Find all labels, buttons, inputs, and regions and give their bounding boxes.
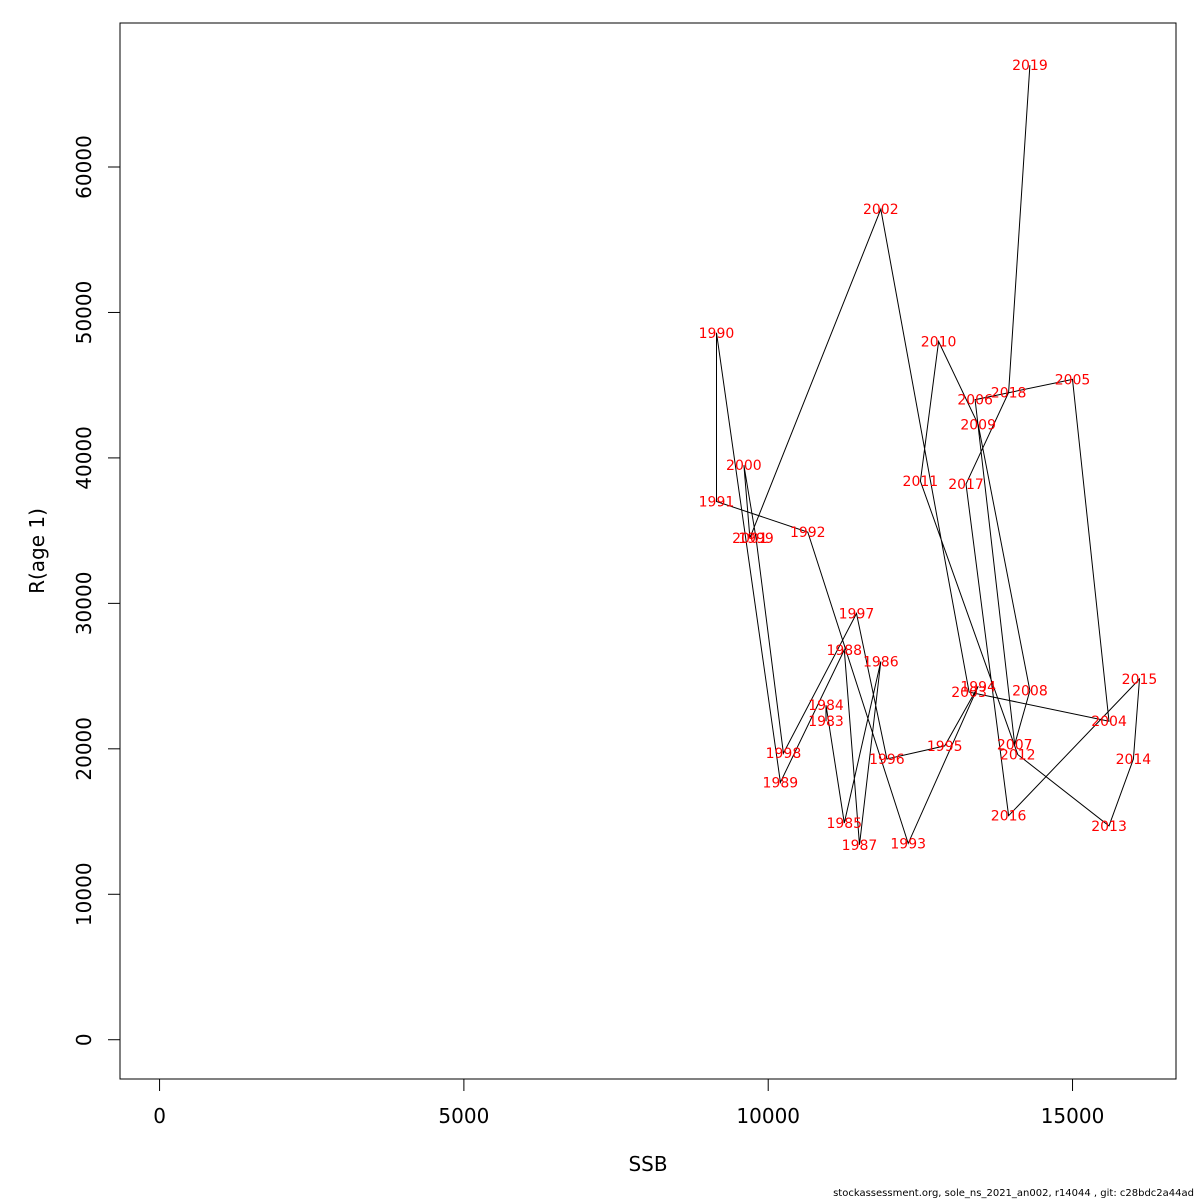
year-label-1986: 1986 bbox=[863, 655, 899, 671]
y-axis-title: R(age 1) bbox=[25, 508, 49, 594]
y-tick-label: 50000 bbox=[72, 281, 96, 345]
year-label-2018: 2018 bbox=[991, 385, 1027, 401]
year-label-1997: 1997 bbox=[839, 607, 875, 623]
year-label-2014: 2014 bbox=[1116, 752, 1152, 768]
year-label-2013: 2013 bbox=[1091, 819, 1127, 835]
year-label-1990: 1990 bbox=[699, 326, 735, 342]
year-label-2015: 2015 bbox=[1122, 672, 1158, 688]
footer-note: stockassessment.org, sole_ns_2021_an002,… bbox=[833, 1188, 1194, 1199]
year-label-2003: 2003 bbox=[951, 685, 987, 701]
year-label-2019: 2019 bbox=[1012, 58, 1048, 74]
year-label-1983: 1983 bbox=[808, 714, 844, 730]
year-label-1987: 1987 bbox=[842, 838, 878, 854]
y-axis: 0 10000 20000 30000 40000 50000 60000 bbox=[72, 135, 121, 1046]
y-tick-label: 10000 bbox=[72, 862, 96, 926]
year-label-2000: 2000 bbox=[726, 458, 762, 474]
year-label-1985: 1985 bbox=[826, 816, 862, 832]
year-label-1996: 1996 bbox=[869, 752, 905, 768]
year-label-2001: 2001 bbox=[732, 531, 768, 547]
year-label-1992: 1992 bbox=[790, 525, 826, 541]
year-label-2004: 2004 bbox=[1091, 714, 1127, 730]
x-axis: 0 5000 10000 15000 bbox=[153, 1078, 1105, 1128]
year-label-2010: 2010 bbox=[921, 335, 957, 351]
year-label-2012: 2012 bbox=[1000, 748, 1036, 764]
year-label-2008: 2008 bbox=[1012, 684, 1048, 700]
x-tick-label: 5000 bbox=[438, 1104, 489, 1128]
year-label-2002: 2002 bbox=[863, 202, 899, 218]
year-label-1995: 1995 bbox=[927, 739, 963, 755]
y-tick-label: 20000 bbox=[72, 717, 96, 781]
year-label-1984: 1984 bbox=[808, 698, 844, 714]
x-tick-label: 15000 bbox=[1041, 1104, 1105, 1128]
year-label-2009: 2009 bbox=[960, 417, 996, 433]
year-label-1989: 1989 bbox=[763, 775, 799, 791]
y-tick-label: 40000 bbox=[72, 426, 96, 490]
year-label-1991: 1991 bbox=[699, 495, 735, 511]
x-axis-title: SSB bbox=[628, 1152, 667, 1176]
x-tick-label: 10000 bbox=[736, 1104, 800, 1128]
year-label-1999: 1999 bbox=[738, 531, 774, 547]
ssb-recruitment-trajectory-line bbox=[716, 65, 1141, 845]
year-label-1994: 1994 bbox=[960, 679, 996, 695]
year-label-1998: 1998 bbox=[766, 746, 802, 762]
year-label-2006: 2006 bbox=[957, 393, 993, 409]
y-tick-label: 0 bbox=[72, 1033, 96, 1046]
year-label-2007: 2007 bbox=[997, 737, 1033, 753]
year-label-2005: 2005 bbox=[1055, 372, 1091, 388]
year-label-1993: 1993 bbox=[890, 836, 926, 852]
year-label-2017: 2017 bbox=[948, 477, 984, 493]
y-tick-label: 60000 bbox=[72, 135, 96, 199]
year-label-1988: 1988 bbox=[826, 643, 862, 659]
plot-area-frame bbox=[119, 22, 1177, 1080]
year-label-2011: 2011 bbox=[903, 474, 939, 490]
year-label-2016: 2016 bbox=[991, 809, 1027, 825]
y-tick-label: 30000 bbox=[72, 572, 96, 636]
x-tick-label: 0 bbox=[153, 1104, 166, 1128]
